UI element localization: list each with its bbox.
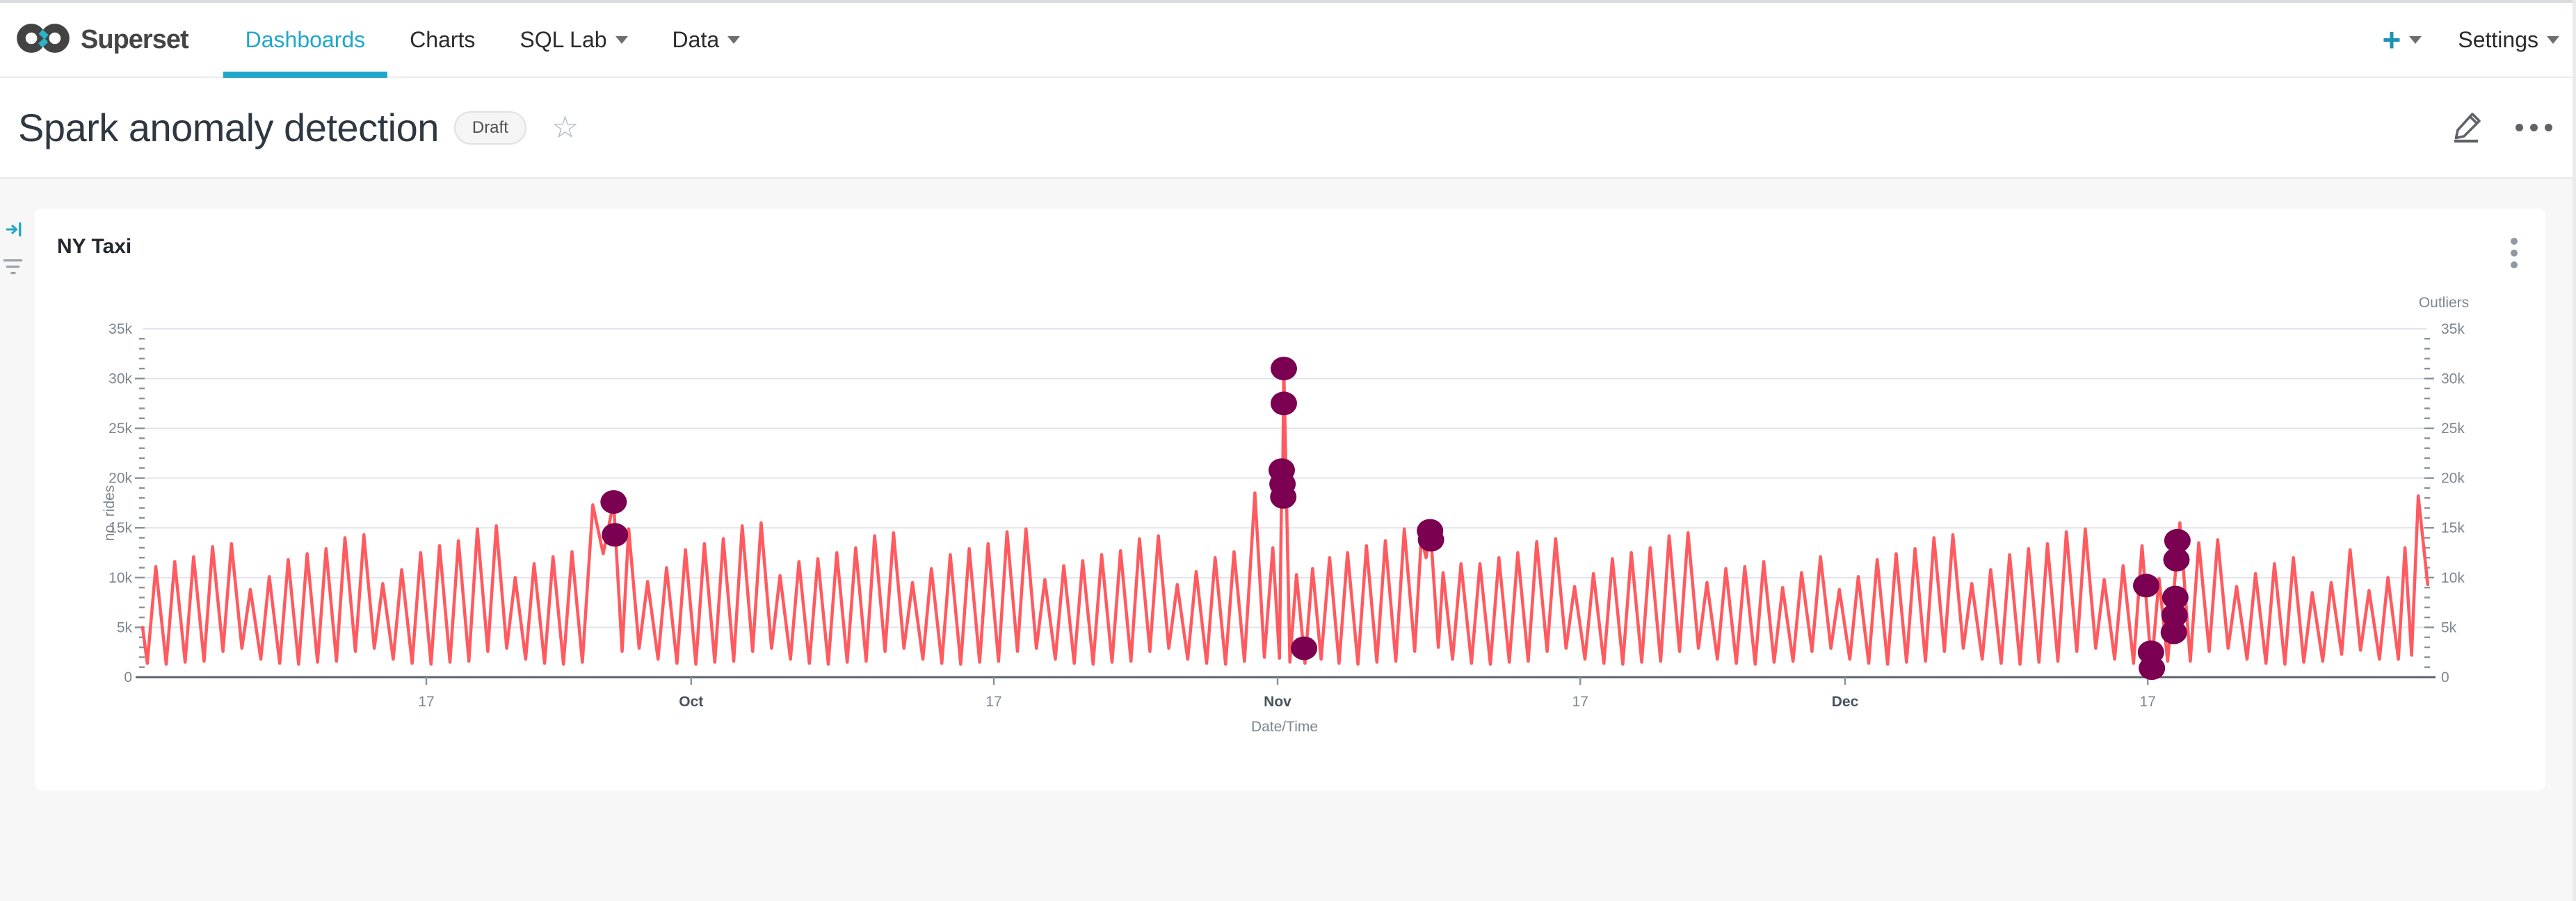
chart-card-ny-taxi: NY Taxi 0 0 5k 5k 10k 10k 15k 15k 20k 20k 25k 25k 30… [35, 209, 2545, 790]
expand-filter-bar-icon[interactable] [6, 220, 24, 242]
y-axis-label-right: 25k [2441, 421, 2465, 437]
favorite-star-icon[interactable]: ☆ [551, 110, 579, 145]
nav-item-data[interactable]: Data [650, 3, 763, 76]
more-ellipsis-icon[interactable] [2515, 124, 2552, 131]
y-axis-label-right: 30k [2441, 371, 2465, 387]
window-top-edge [0, 0, 2576, 3]
nav-item-label: Dashboards [245, 26, 366, 52]
y-axis-label-left: 10k [108, 570, 132, 586]
dashboard-header: Spark anomaly detection Draft ☆ [0, 78, 2576, 179]
y-axis-label-right: 20k [2441, 471, 2465, 487]
x-axis-tick-label: 17 [985, 694, 1001, 710]
x-axis-title: Date/Time [1251, 719, 1318, 735]
rides-line-series [140, 366, 2430, 669]
y-axis-label-left: 20k [108, 471, 132, 487]
settings-menu[interactable]: Settings [2458, 27, 2559, 53]
y-axis-label-right: 35k [2441, 321, 2465, 337]
nav-item-sql-lab[interactable]: SQL Lab [497, 3, 650, 76]
outlier-dot[interactable] [2163, 548, 2190, 571]
nav-item-label: Charts [410, 26, 476, 52]
outlier-dot[interactable] [2161, 603, 2188, 628]
y-axis-label-left: 15k [108, 520, 132, 536]
scrollbar-track[interactable] [2573, 0, 2576, 901]
y-axis-label-left: 5k [117, 619, 133, 635]
right-axis-title: Outliers [2419, 295, 2469, 311]
status-badge: Draft [453, 111, 526, 145]
outlier-dot[interactable] [1291, 636, 1318, 660]
outlier-dot[interactable] [1270, 485, 1297, 509]
outlier-dot[interactable] [600, 490, 627, 514]
nav-item-label: SQL Lab [520, 26, 607, 52]
top-navbar: Superset Dashboards Charts SQL Lab Data + S… [0, 3, 2576, 78]
brand-name: Superset [81, 24, 189, 54]
chevron-down-icon [2409, 35, 2422, 44]
dashboard-body: NY Taxi 0 0 5k 5k 10k 10k 15k 15k 20k 20k 25k 25k 30… [0, 179, 2576, 901]
new-item-button[interactable]: + [2383, 24, 2422, 56]
navbar-right: + Settings [2383, 24, 2559, 56]
nav-item-dashboards[interactable]: Dashboards [223, 3, 388, 78]
outlier-dot[interactable] [2162, 585, 2189, 610]
y-axis-label-right: 10k [2441, 570, 2465, 586]
outlier-dot[interactable] [1271, 357, 1297, 381]
outlier-dot[interactable] [602, 523, 629, 547]
outlier-dot[interactable] [2139, 656, 2166, 681]
y-axis-label-left: 30k [108, 371, 132, 387]
x-axis-tick-label: 17 [1572, 694, 1588, 710]
ny-taxi-line-chart: 0 0 5k 5k 10k 10k 15k 15k 20k 20k 25k 25k 30k 30k 35k 3… [102, 295, 2469, 735]
chart-kebab-menu-icon[interactable] [2508, 235, 2520, 271]
nav-item-label: Data [672, 26, 720, 52]
y-axis-label-left: 0 [124, 669, 132, 685]
outlier-dot[interactable] [1417, 528, 1444, 552]
outlier-dot[interactable] [2133, 574, 2159, 598]
filter-rail [0, 179, 32, 901]
filter-lines-icon[interactable] [3, 258, 24, 279]
x-axis-tick-label: Nov [1264, 694, 1291, 710]
chart-title[interactable]: NY Taxi [57, 235, 132, 258]
nav-item-charts[interactable]: Charts [387, 3, 497, 76]
main-nav: Dashboards Charts SQL Lab Data [223, 3, 763, 78]
y-axis-label-left: 35k [108, 321, 132, 337]
plus-icon: + [2382, 22, 2401, 58]
chevron-down-icon [615, 35, 628, 44]
chevron-down-icon [727, 35, 741, 44]
y-axis-label-right: 15k [2441, 520, 2465, 536]
y-axis-title: no. rides [102, 485, 118, 542]
superset-brand[interactable]: Superset [15, 21, 189, 59]
outlier-dot[interactable] [2164, 528, 2191, 553]
x-axis-tick-label: 17 [418, 694, 434, 710]
settings-label: Settings [2458, 26, 2538, 52]
chevron-down-icon [2547, 35, 2559, 44]
outlier-dot[interactable] [1271, 391, 1297, 416]
y-axis-label-right: 5k [2441, 619, 2457, 635]
x-axis-tick-label: Dec [1832, 694, 1859, 710]
y-axis-label-left: 25k [108, 421, 132, 437]
superset-logo-icon [15, 21, 71, 59]
y-axis-label-right: 0 [2441, 669, 2449, 685]
x-axis-tick-label: 17 [2140, 694, 2156, 710]
outlier-dot[interactable] [2160, 620, 2187, 644]
page-title[interactable]: Spark anomaly detection [18, 106, 439, 149]
x-axis-tick-label: Oct [679, 694, 703, 710]
edit-pencil-icon[interactable] [2452, 109, 2485, 146]
header-actions [2452, 109, 2552, 146]
